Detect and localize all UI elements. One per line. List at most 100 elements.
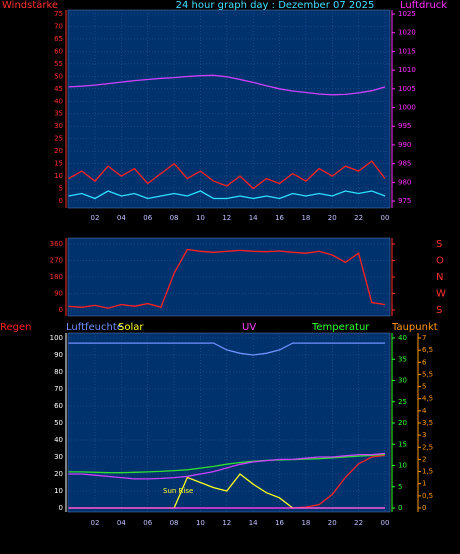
y2-tick-label: 1015 [398, 47, 416, 55]
x-tick-label: 10 [196, 214, 205, 222]
x-tick-label: 12 [222, 519, 231, 527]
y2-tick-label: 0 [398, 504, 402, 512]
y3-tick-label: 7 [422, 334, 426, 342]
y3-tick-label: 6,5 [422, 346, 433, 354]
legend-label: Temperatur [311, 322, 370, 333]
y2-tick-label: 10 [398, 462, 407, 470]
y3-tick-label: 0,5 [422, 492, 433, 500]
chart-title: 24 hour graph day : Dezember 07 2025 [176, 0, 375, 11]
y3-tick-label: 5 [422, 383, 426, 391]
y3-tick-label: 4,5 [422, 395, 433, 403]
x-tick-label: 16 [275, 214, 284, 222]
y2-tick-label: 975 [398, 197, 411, 205]
series-line [68, 74, 386, 96]
y-tick-label: 90 [54, 351, 63, 359]
y2-tick-label: 1010 [398, 66, 416, 74]
y2-tick-label: 980 [398, 178, 411, 186]
plot-area [67, 332, 391, 513]
y2-tick-label: N [436, 272, 443, 283]
x-tick-label: 00 [381, 519, 390, 527]
y2-tick-label: 1025 [398, 10, 416, 18]
y2-tick-label: 20 [398, 419, 407, 427]
y2-tick-label: O [436, 256, 444, 267]
y2-tick-label: 25 [398, 398, 407, 406]
y3-tick-label: 0 [422, 504, 426, 512]
y-tick-label: 0 [59, 306, 63, 314]
y-tick-label: 40 [54, 436, 63, 444]
x-tick-label: 08 [170, 519, 179, 527]
y-tick-label: 100 [50, 334, 63, 342]
y3-tick-label: 5,5 [422, 370, 433, 378]
x-tick-label: 02 [91, 214, 100, 222]
y2-tick-label: 1000 [398, 104, 416, 112]
y2-axis-label: Luftdruck [400, 0, 447, 11]
y2-tick-label: 40 [398, 334, 407, 342]
x-tick-label: 18 [301, 214, 310, 222]
series-line [68, 190, 386, 200]
annotation: Sun Rise [163, 487, 193, 495]
y-tick-label: 65 [54, 35, 63, 43]
x-tick-label: 06 [143, 519, 152, 527]
y-tick-label: 10 [54, 487, 63, 495]
legend-label: UV [242, 322, 256, 333]
y3-tick-label: 3,5 [422, 419, 433, 427]
y-tick-label: 70 [54, 385, 63, 393]
y-tick-label: 75 [54, 10, 63, 18]
x-tick-label: 10 [196, 519, 205, 527]
y-tick-label: 45 [54, 85, 63, 93]
y-tick-label: 360 [50, 240, 63, 248]
x-tick-label: 22 [354, 214, 363, 222]
legend-label: Regen [0, 322, 32, 333]
y2-tick-label: 5 [398, 483, 402, 491]
y2-tick-label: S [436, 239, 442, 250]
y2-tick-label: 1020 [398, 29, 416, 37]
series-line [68, 342, 385, 356]
y-tick-label: 80 [54, 368, 63, 376]
x-tick-label: 04 [117, 214, 126, 222]
x-tick-label: 14 [249, 214, 258, 222]
y-tick-label: 20 [54, 147, 63, 155]
y3-tick-label: 1,5 [422, 468, 433, 476]
y2-tick-label: 995 [398, 122, 411, 130]
y3-tick-label: 6 [422, 358, 427, 366]
y-tick-label: 0 [59, 504, 63, 512]
y-tick-label: 180 [50, 273, 63, 281]
y2-tick-label: S [436, 305, 442, 316]
x-tick-label: 12 [222, 214, 231, 222]
y-tick-label: 20 [54, 470, 63, 478]
y-tick-label: 35 [54, 110, 63, 118]
y-tick-label: 30 [54, 453, 63, 461]
series-line [68, 452, 386, 480]
y-axis-label: Windstärke [2, 0, 58, 11]
y-tick-label: 90 [54, 290, 63, 298]
x-tick-label: 00 [381, 214, 390, 222]
x-tick-label: 20 [328, 519, 337, 527]
y2-tick-label: 15 [398, 440, 407, 448]
x-tick-label: 20 [328, 214, 337, 222]
y2-tick-label: 30 [398, 377, 407, 385]
y2-tick-label: 990 [398, 141, 411, 149]
y-tick-label: 0 [59, 197, 63, 205]
series-line [68, 160, 386, 190]
series-line [68, 248, 386, 309]
y-tick-label: 10 [54, 172, 63, 180]
y-tick-label: 30 [54, 122, 63, 130]
y-tick-label: 25 [54, 135, 63, 143]
y-tick-label: 5 [59, 185, 63, 193]
x-tick-label: 06 [143, 214, 152, 222]
y2-tick-label: 985 [398, 160, 411, 168]
y3-tick-label: 2,5 [422, 443, 433, 451]
plot-area [67, 9, 391, 209]
x-tick-label: 02 [91, 519, 100, 527]
x-tick-label: 22 [354, 519, 363, 527]
y-tick-label: 50 [54, 72, 63, 80]
y3-tick-label: 4 [422, 407, 427, 415]
y-tick-label: 60 [54, 402, 63, 410]
y-tick-label: 270 [50, 257, 63, 265]
legend-label: Taupunkt [391, 322, 438, 333]
y3-tick-label: 2 [422, 455, 426, 463]
y-tick-label: 50 [54, 419, 63, 427]
legend-label: Luftfeuchte [66, 322, 123, 333]
y2-tick-label: 35 [398, 355, 407, 363]
